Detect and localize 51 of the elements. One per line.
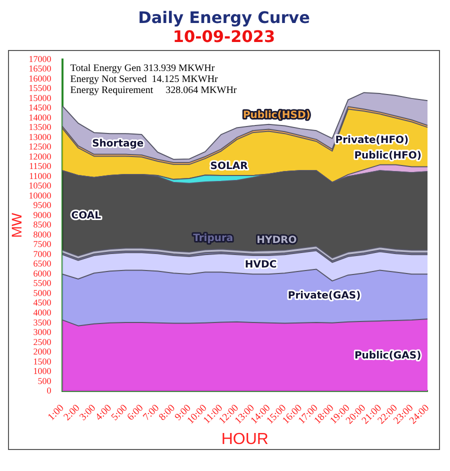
y-tick-label: 11000 bbox=[29, 170, 52, 181]
series-label: SOLAR bbox=[210, 161, 248, 172]
series-label: Private(GAS) bbox=[288, 290, 361, 302]
annotation: Energy Not Served 14.125 MKWHr bbox=[70, 74, 219, 86]
y-tick-label: 10000 bbox=[28, 190, 52, 200]
y-tick-label: 0 bbox=[46, 386, 52, 396]
y-tick-label: 13500 bbox=[28, 122, 52, 132]
y-tick-label: 1000 bbox=[33, 366, 52, 376]
annotation: Total Energy Gen 313.939 MKWHr bbox=[70, 63, 216, 74]
series-label: Public(HSD) bbox=[242, 110, 310, 121]
y-tick-label: 2000 bbox=[33, 346, 52, 357]
y-tick-label: 12500 bbox=[28, 142, 52, 152]
chart-title: Daily Energy Curve bbox=[137, 8, 311, 27]
y-tick-label: 14000 bbox=[28, 112, 52, 122]
y-tick-label: 11500 bbox=[29, 161, 52, 172]
y-tick-label: 6000 bbox=[33, 268, 52, 278]
y-tick-label: 7500 bbox=[33, 239, 52, 250]
y-tick-label: 6500 bbox=[33, 258, 52, 269]
y-tick-label: 4500 bbox=[33, 298, 52, 308]
y-tick-label: 15000 bbox=[28, 92, 52, 103]
y-tick-label: 2500 bbox=[33, 336, 52, 347]
y-tick-label: 5000 bbox=[33, 288, 52, 298]
y-tick-label: 8500 bbox=[33, 220, 52, 230]
annotation: Energy Requirement 328.064 MKWHr bbox=[70, 85, 238, 96]
y-tick-label: 500 bbox=[38, 376, 52, 386]
y-tick-label: 13000 bbox=[28, 132, 52, 142]
y-tick-label: 16500 bbox=[28, 64, 52, 74]
series-label: Private(HFO) bbox=[335, 134, 409, 146]
y-tick-label: 16000 bbox=[28, 73, 52, 84]
y-tick-label: 3000 bbox=[33, 327, 52, 338]
series-label: HVDC bbox=[244, 259, 277, 270]
series-label: Public(GAS) bbox=[354, 350, 422, 362]
y-tick-label: 4000 bbox=[33, 307, 52, 318]
x-axis-title: HOUR bbox=[221, 430, 268, 448]
y-tick-label: 3500 bbox=[33, 317, 52, 328]
y-tick-label: 5500 bbox=[33, 278, 52, 288]
y-tick-label: 1500 bbox=[33, 356, 52, 366]
y-tick-label: 9500 bbox=[33, 200, 52, 210]
chart-subtitle: 10-09-2023 bbox=[172, 27, 276, 46]
y-tick-label: 12000 bbox=[28, 151, 52, 162]
series-label: Shortage bbox=[92, 138, 144, 150]
series-label: Public(HFO) bbox=[354, 150, 422, 162]
y-axis-title: MW bbox=[8, 212, 24, 238]
y-tick-label: 10500 bbox=[28, 180, 52, 191]
y-tick-label: 7000 bbox=[33, 248, 52, 259]
y-tick-label: 9000 bbox=[33, 210, 52, 220]
y-tick-label: 15500 bbox=[28, 83, 52, 94]
y-tick-label: 14500 bbox=[28, 102, 52, 113]
y-tick-label: 8000 bbox=[33, 229, 52, 240]
x-tick-label: 3:00 bbox=[78, 402, 98, 423]
y-tick-label: 17000 bbox=[28, 54, 52, 64]
